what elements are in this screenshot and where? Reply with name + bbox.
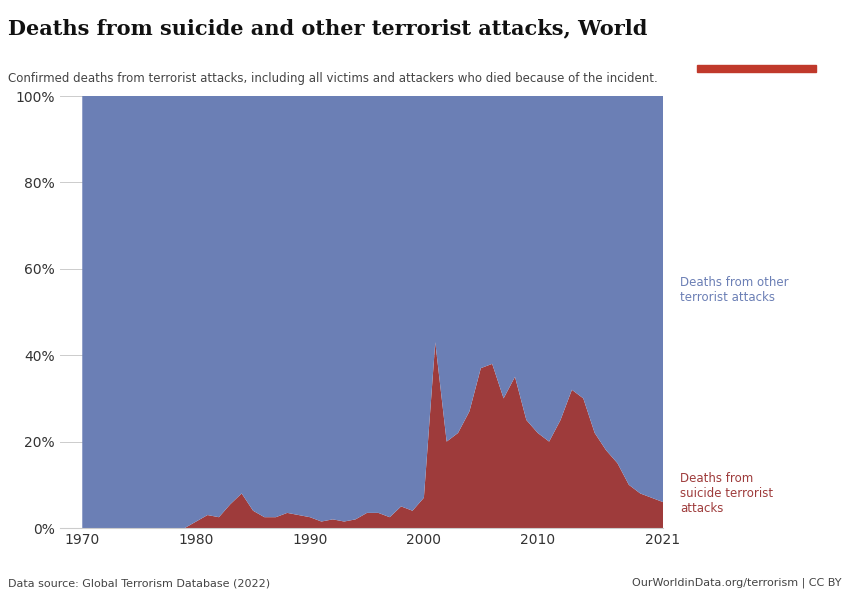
Text: Deaths from other
terrorist attacks: Deaths from other terrorist attacks (680, 277, 789, 304)
Text: Confirmed deaths from terrorist attacks, including all victims and attackers who: Confirmed deaths from terrorist attacks,… (8, 72, 658, 85)
Text: in Data: in Data (734, 46, 779, 56)
Text: OurWorldinData.org/terrorism | CC BY: OurWorldinData.org/terrorism | CC BY (632, 577, 842, 588)
Text: Data source: Global Terrorism Database (2022): Data source: Global Terrorism Database (… (8, 578, 270, 588)
Bar (697, 65, 816, 72)
Text: Deaths from suicide and other terrorist attacks, World: Deaths from suicide and other terrorist … (8, 18, 648, 38)
Text: Deaths from
suicide terrorist
attacks: Deaths from suicide terrorist attacks (680, 472, 774, 515)
Text: Our World: Our World (725, 28, 788, 38)
